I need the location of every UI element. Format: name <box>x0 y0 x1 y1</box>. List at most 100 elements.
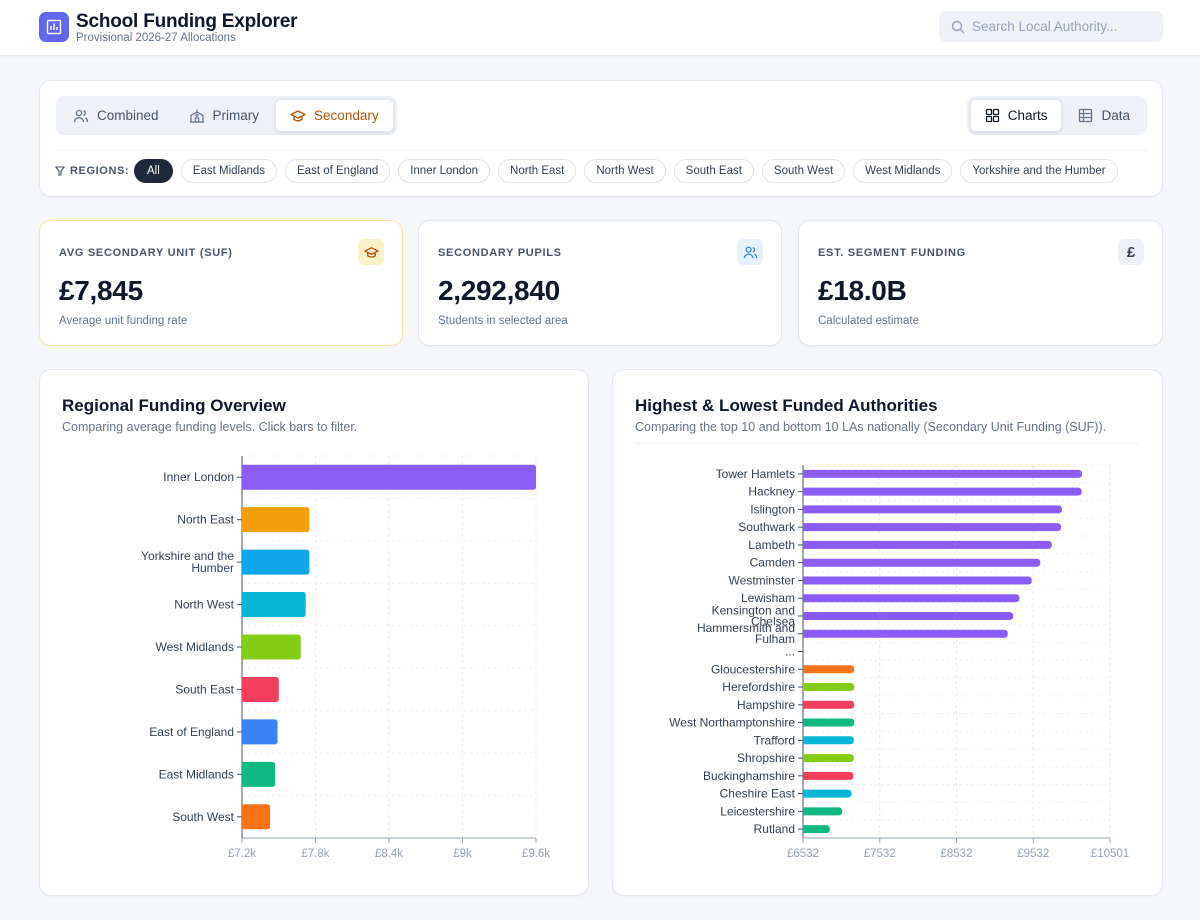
authorities-bar-chart: £6532 £7532 £8532 £9532 £10501 Tower Hamlets H… <box>669 464 1129 860</box>
kpi-caption: Calculated estimate <box>818 315 919 327</box>
bar[interactable] <box>803 771 854 780</box>
search-input[interactable] <box>972 19 1152 34</box>
bar[interactable] <box>242 549 310 575</box>
bar[interactable] <box>242 761 276 787</box>
bar[interactable] <box>242 676 279 702</box>
bar[interactable] <box>803 683 855 692</box>
table-icon <box>1079 108 1093 123</box>
y-tick-label: Camden <box>750 556 795 570</box>
bar[interactable] <box>803 736 854 745</box>
y-tick-label: Lewisham <box>741 591 795 605</box>
tab-combined[interactable]: Combined <box>59 99 173 132</box>
bar[interactable] <box>803 825 830 834</box>
bar[interactable] <box>803 487 1082 496</box>
app-logo-icon <box>39 12 69 42</box>
users-icon <box>737 239 763 265</box>
bar[interactable] <box>803 505 1062 514</box>
bar[interactable] <box>803 611 1014 620</box>
y-tick-label: Chelsea <box>751 614 795 628</box>
region-chip-south-west[interactable]: South West <box>761 159 846 183</box>
bar[interactable] <box>803 807 843 816</box>
search-icon <box>951 20 965 34</box>
y-tick-label: South West <box>172 810 234 824</box>
view-data-button[interactable]: Data <box>1064 99 1144 132</box>
x-tick-label: £10501 <box>1091 848 1129 860</box>
region-chip-north-west[interactable]: North West <box>584 159 666 183</box>
x-tick-label: £7532 <box>864 848 896 860</box>
search-box[interactable] <box>939 11 1163 42</box>
region-chip-west-midlands[interactable]: West Midlands <box>853 159 953 183</box>
bar[interactable] <box>242 464 536 490</box>
region-chips: All East Midlands East of England Inner … <box>134 159 1118 183</box>
y-tick-label: Lambeth <box>748 538 795 552</box>
bar[interactable] <box>803 754 854 763</box>
kpi-label: SECONDARY PUPILS <box>438 247 562 259</box>
bar[interactable] <box>242 634 301 660</box>
y-tick-label: Westminster <box>729 573 795 587</box>
filter-icon <box>55 166 65 176</box>
bar[interactable] <box>803 629 1008 638</box>
kpi-card-avg-unit: AVG SECONDARY UNIT (SUF) £7,845 Average … <box>39 220 403 346</box>
grid-icon <box>985 108 999 123</box>
tab-label: Primary <box>212 108 260 123</box>
regions-label-text: REGIONS: <box>70 165 130 177</box>
y-tick-label: Gloucestershire <box>711 662 795 676</box>
x-tick-label: £8.4k <box>375 848 403 860</box>
chart-title: Highest & Lowest Funded Authorities <box>635 396 938 415</box>
region-chip-inner-london[interactable]: Inner London <box>398 159 491 183</box>
bar[interactable] <box>803 718 855 727</box>
bar[interactable] <box>803 576 1032 585</box>
x-tick-label: £7.2k <box>228 848 256 860</box>
view-label: Data <box>1101 108 1130 123</box>
region-chip-east-of-england[interactable]: East of England <box>285 159 391 183</box>
region-chip-east-midlands[interactable]: East Midlands <box>180 159 278 183</box>
bar[interactable] <box>803 789 852 798</box>
y-tick-label: Rutland <box>754 822 795 836</box>
bar[interactable] <box>803 540 1052 549</box>
users-icon <box>73 109 89 122</box>
region-chip-all[interactable]: All <box>134 159 173 183</box>
x-tick-label: £9k <box>453 848 472 860</box>
y-tick-label: Hackney <box>748 485 795 499</box>
bar[interactable] <box>803 558 1041 567</box>
y-tick-label: Hampshire <box>737 698 795 712</box>
tab-primary[interactable]: Primary <box>175 99 274 132</box>
y-tick-label: Kensington and <box>712 603 795 617</box>
x-tick-label: £8532 <box>941 848 973 860</box>
kpi-value: £7,845 <box>59 275 143 306</box>
bar[interactable] <box>242 507 310 533</box>
region-chip-south-east[interactable]: South East <box>673 159 754 183</box>
y-tick-label: North East <box>177 513 234 527</box>
bar[interactable] <box>803 469 1083 478</box>
regions-label: REGIONS: <box>55 165 129 177</box>
y-tick-label: ... <box>785 645 795 659</box>
region-chip-north-east[interactable]: North East <box>498 159 577 183</box>
kpi-value: £18.0B <box>818 275 907 306</box>
bar[interactable] <box>803 523 1062 532</box>
bar[interactable] <box>242 804 271 830</box>
region-chip-yorkshire[interactable]: Yorkshire and the Humber <box>960 159 1118 183</box>
x-tick-label: £9532 <box>1017 848 1049 860</box>
bar[interactable] <box>242 592 306 618</box>
view-charts-button[interactable]: Charts <box>969 99 1063 132</box>
bar[interactable] <box>803 594 1020 603</box>
bar[interactable] <box>803 700 855 709</box>
y-tick-label: Southwark <box>738 520 796 534</box>
y-tick-label: Trafford <box>754 733 795 747</box>
y-tick-label: Fulham <box>755 632 795 646</box>
kpi-card-segment-funding: EST. SEGMENT FUNDING £18.0B Calculated e… <box>798 220 1163 346</box>
y-tick-label: North West <box>174 598 234 612</box>
bar[interactable] <box>803 665 855 674</box>
tab-label: Secondary <box>314 108 379 123</box>
view-toggle: Charts Data <box>966 96 1147 135</box>
regional-bar-chart: £7.2k £7.8k £8.4k £9k £9.6k Inner London North… <box>141 455 550 860</box>
y-tick-label: Shropshire <box>737 751 795 765</box>
filter-panel: Combined Primary Secondary Charts Data R… <box>39 80 1163 197</box>
y-tick-label: West Midlands <box>156 640 234 654</box>
bar[interactable] <box>242 719 278 745</box>
y-tick-label: East of England <box>149 725 234 739</box>
tab-secondary[interactable]: Secondary <box>275 99 394 132</box>
divider <box>55 150 1147 151</box>
tab-label: Combined <box>97 108 159 123</box>
x-tick-label: £6532 <box>787 848 819 860</box>
